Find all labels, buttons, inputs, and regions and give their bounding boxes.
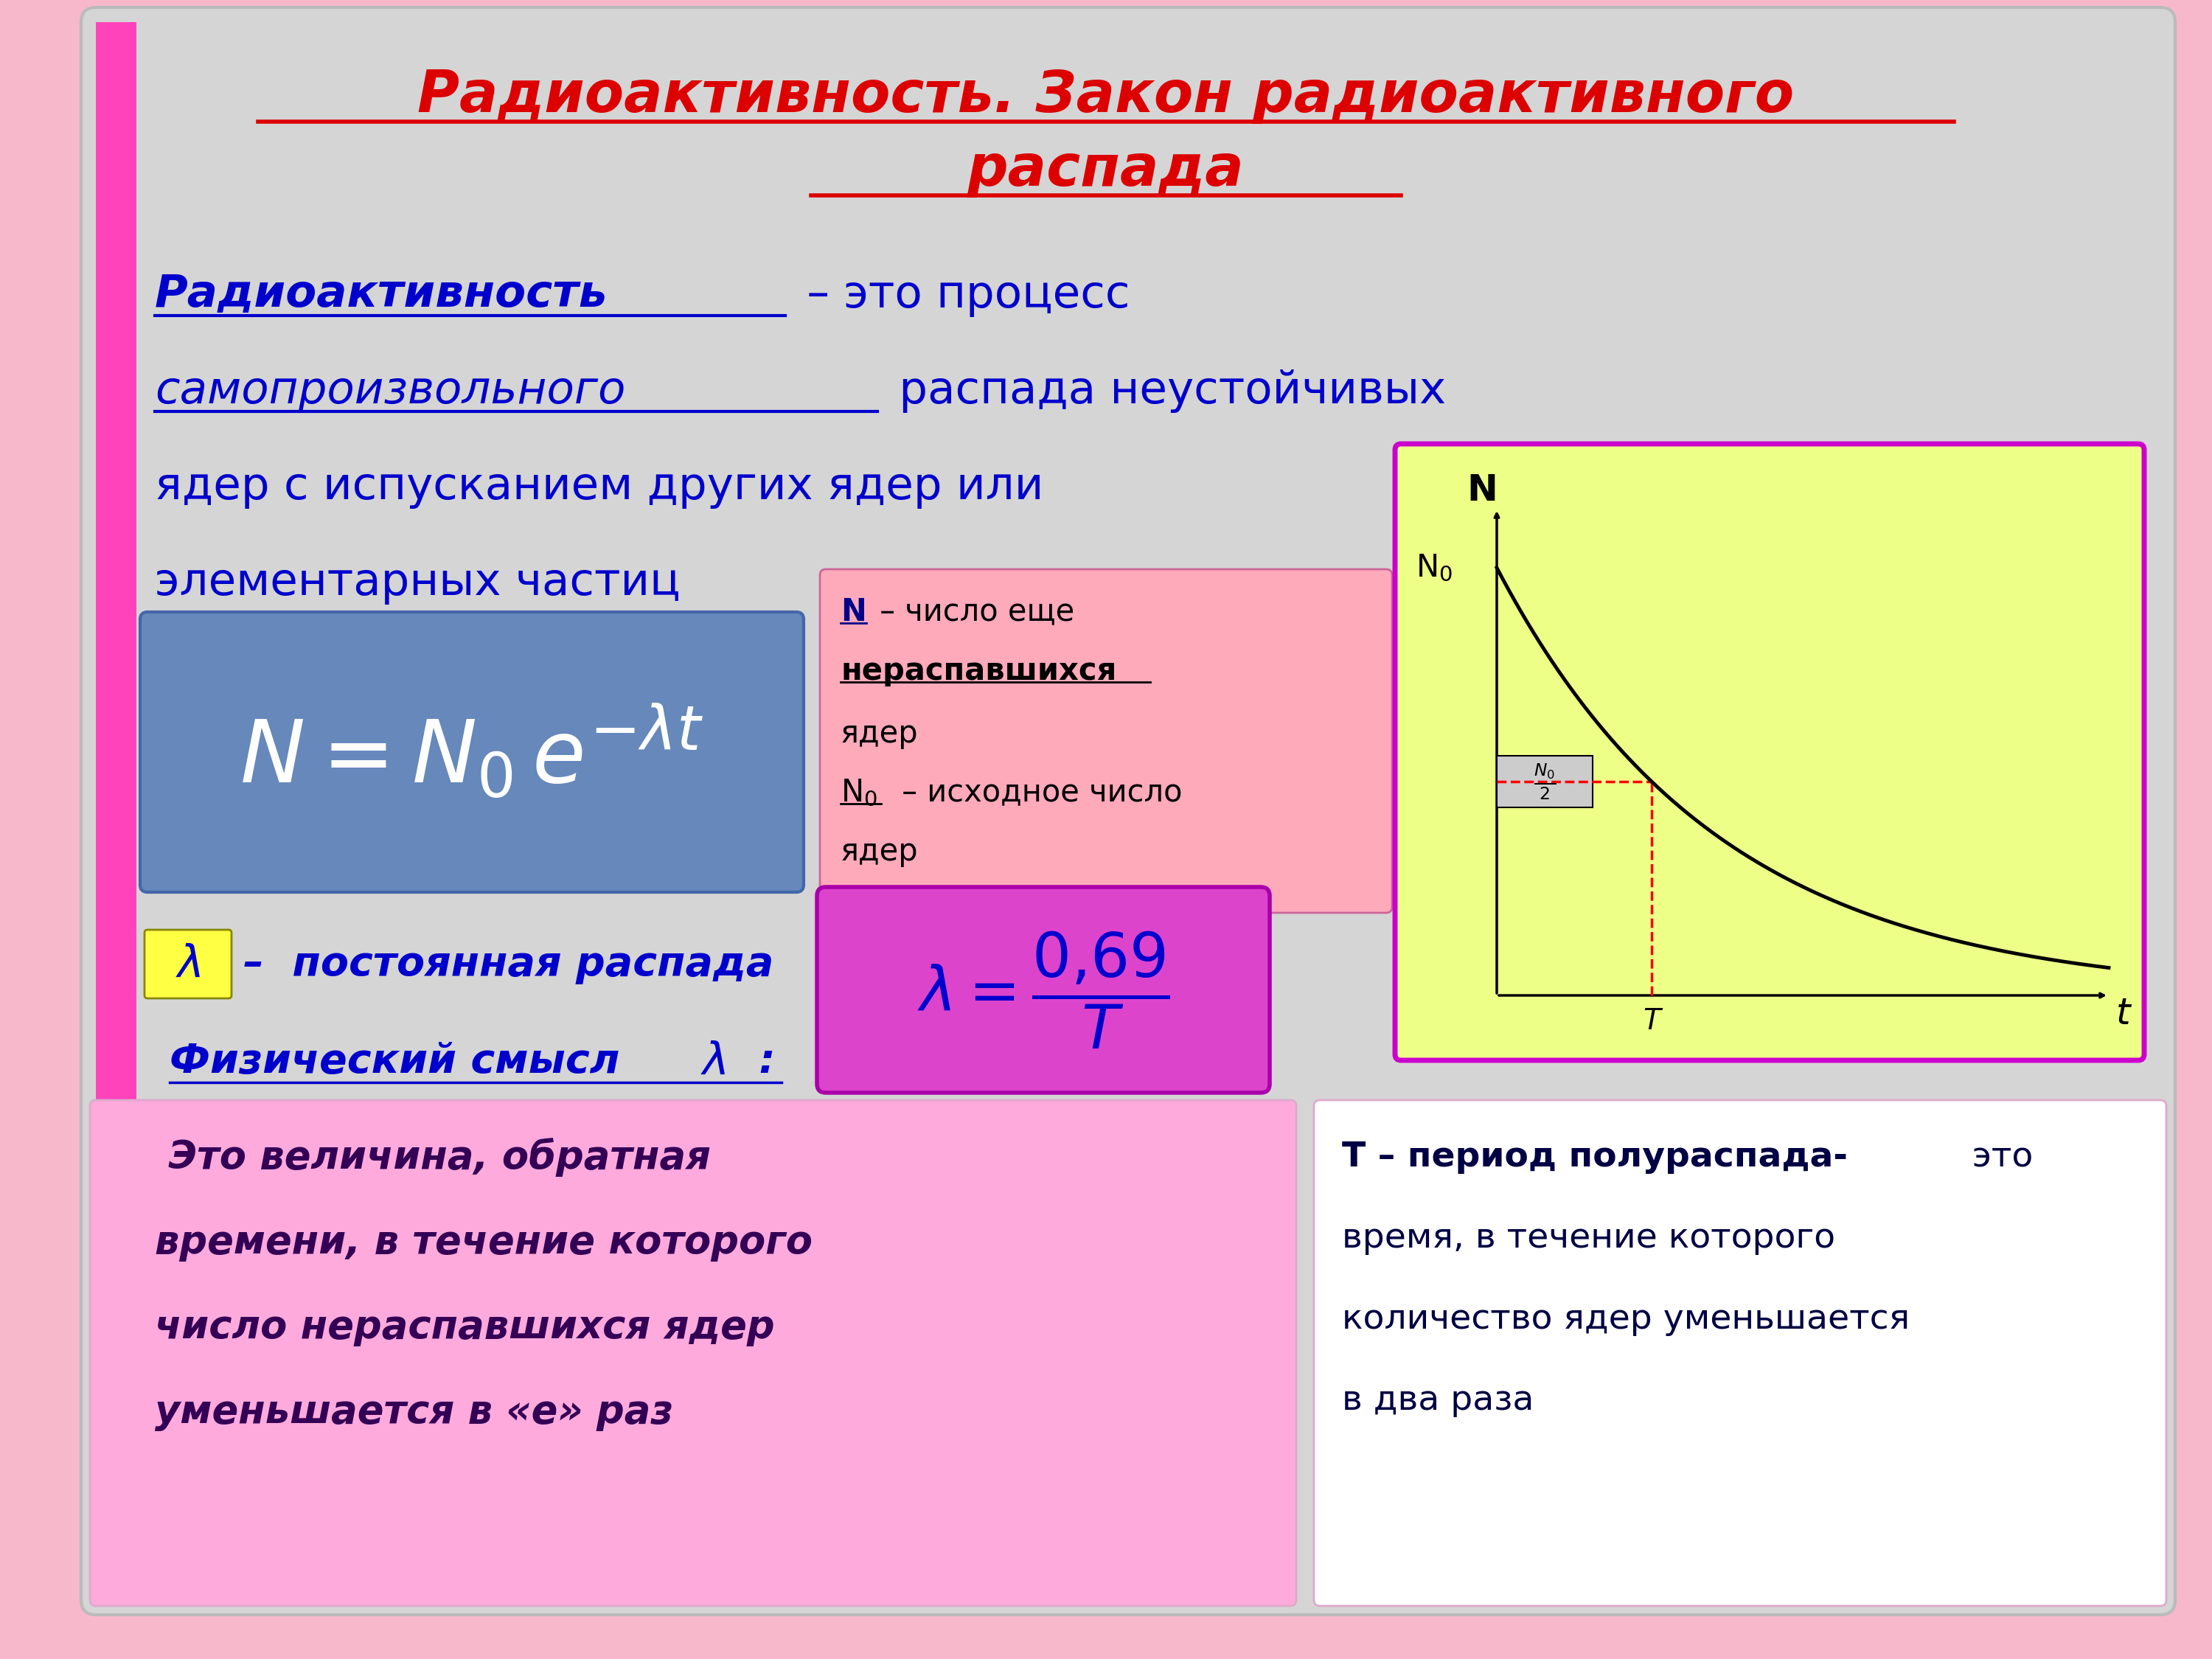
Text: :: : bbox=[745, 1042, 776, 1082]
Text: Физический смысл: Физический смысл bbox=[170, 1042, 619, 1082]
FancyBboxPatch shape bbox=[821, 569, 1391, 912]
Text: ядер: ядер bbox=[841, 718, 918, 750]
Text: $N = N_0\,e^{-\lambda t}$: $N = N_0\,e^{-\lambda t}$ bbox=[239, 702, 703, 801]
FancyBboxPatch shape bbox=[82, 7, 2174, 1614]
FancyBboxPatch shape bbox=[1396, 445, 2143, 1060]
Text: это: это bbox=[1962, 1141, 2033, 1175]
FancyBboxPatch shape bbox=[144, 929, 232, 999]
Text: t: t bbox=[2117, 995, 2130, 1032]
FancyBboxPatch shape bbox=[1314, 1100, 2166, 1606]
Text: $\lambda = \dfrac{0{,}69}{T}$: $\lambda = \dfrac{0{,}69}{T}$ bbox=[918, 929, 1170, 1050]
Text: N: N bbox=[841, 597, 867, 627]
Text: в два раза: в два раза bbox=[1343, 1384, 1533, 1417]
Text: количество ядер уменьшается: количество ядер уменьшается bbox=[1343, 1304, 1909, 1337]
Text: Это величина, обратная: Это величина, обратная bbox=[155, 1138, 710, 1178]
Text: – число еще: – число еще bbox=[869, 597, 1075, 627]
Text: ядер: ядер bbox=[841, 836, 918, 868]
Text: Радиоактивность: Радиоактивность bbox=[155, 274, 608, 317]
Text: времени, в течение которого: времени, в течение которого bbox=[155, 1223, 812, 1261]
Text: нераспавшихся: нераспавшихся bbox=[841, 655, 1117, 687]
Text: распада: распада bbox=[967, 141, 1245, 197]
Text: самопроизвольного: самопроизвольного bbox=[155, 368, 626, 413]
Text: число нераспавшихся ядер: число нераспавшихся ядер bbox=[155, 1307, 774, 1347]
Text: T: T bbox=[1644, 1007, 1661, 1035]
Text: уменьшается в «е» раз: уменьшается в «е» раз bbox=[155, 1394, 672, 1432]
Text: ядер с испусканием других ядер или: ядер с испусканием других ядер или bbox=[155, 465, 1044, 508]
Text: Радиоактивность. Закон радиоактивного: Радиоактивность. Закон радиоактивного bbox=[418, 68, 1794, 124]
Text: Т – период полураспада-: Т – период полураспада- bbox=[1343, 1141, 1847, 1175]
Text: – исходное число: – исходное число bbox=[891, 776, 1181, 808]
Text: – это процесс: – это процесс bbox=[792, 274, 1130, 317]
FancyBboxPatch shape bbox=[816, 888, 1270, 1093]
Text: $\frac{N_0}{2}$: $\frac{N_0}{2}$ bbox=[1533, 761, 1555, 801]
Text: распада неустойчивых: распада неустойчивых bbox=[885, 368, 1447, 413]
Text: $\lambda$: $\lambda$ bbox=[175, 942, 201, 985]
Text: N: N bbox=[1467, 473, 1498, 508]
Text: $\lambda$: $\lambda$ bbox=[701, 1040, 726, 1083]
Bar bbox=[1498, 757, 1593, 808]
Text: время, в течение которого: время, в течение которого bbox=[1343, 1223, 1836, 1256]
Text: –  постоянная распада: – постоянная распада bbox=[243, 944, 774, 984]
FancyBboxPatch shape bbox=[91, 1100, 1296, 1606]
Bar bbox=[95, 22, 137, 1599]
Text: N$_0$: N$_0$ bbox=[1416, 552, 1453, 584]
FancyBboxPatch shape bbox=[139, 612, 803, 893]
Text: элементарных частиц: элементарных частиц bbox=[155, 561, 681, 604]
Text: N$_0$: N$_0$ bbox=[841, 776, 878, 808]
